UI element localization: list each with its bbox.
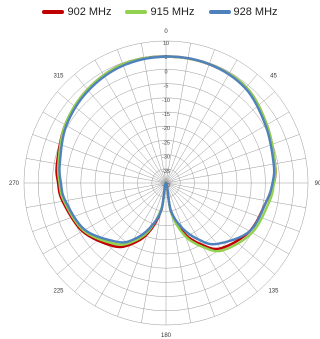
radial-tick-label: 5	[164, 55, 167, 61]
grid-spoke	[165, 182, 275, 275]
grid-spoke	[117, 182, 167, 317]
polar-grid	[23, 40, 309, 326]
grid-spoke	[26, 182, 167, 208]
radial-tick-label: 10	[163, 41, 169, 47]
legend-swatch	[125, 10, 148, 14]
grid-spoke	[165, 182, 306, 208]
grid-spoke	[42, 182, 167, 255]
grid-spoke	[165, 49, 215, 184]
radial-tick-label: -15	[162, 112, 170, 118]
grid-spoke	[57, 182, 167, 275]
radial-tick-label: -35	[162, 169, 170, 175]
grid-spoke	[165, 111, 290, 184]
radial-tick-label: 0	[164, 69, 167, 75]
grid-spoke	[26, 158, 167, 184]
grid-spoke	[32, 182, 167, 232]
legend-item: 915 MHz	[125, 6, 195, 18]
grid-spoke	[141, 43, 167, 184]
angle-tick-label: 270	[9, 181, 20, 187]
angle-tick-label: 135	[268, 288, 279, 294]
grid-spoke	[165, 43, 191, 184]
angle-tick-label: 180	[161, 333, 172, 339]
legend-swatch	[42, 10, 65, 14]
angle-tick-label: 0	[164, 29, 168, 35]
grid-spoke	[74, 74, 167, 184]
grid-spoke	[165, 74, 258, 184]
angle-tick-labels: 0 45 90 135 180 225 270 315	[9, 29, 320, 339]
grid-spoke	[165, 134, 300, 184]
radial-tick-label: -30	[162, 155, 170, 161]
chart-legend: 902 MHz 915 MHz 928 MHz	[0, 3, 320, 21]
grid-spoke	[165, 182, 300, 232]
grid-spoke	[165, 158, 306, 184]
grid-spoke	[165, 182, 215, 317]
grid-spoke	[165, 59, 238, 184]
series-line	[58, 55, 276, 246]
grid-spoke	[74, 182, 167, 292]
angle-tick-label: 225	[54, 288, 65, 294]
grid-spoke	[32, 134, 167, 184]
grid-spoke	[165, 182, 290, 255]
radial-tick-label: -25	[162, 140, 170, 146]
grid-spoke	[165, 182, 258, 292]
legend-item: 928 MHz	[208, 6, 278, 18]
radial-tick-label: -5	[164, 84, 169, 90]
legend-label: 915 MHz	[150, 6, 195, 18]
angle-tick-label: 45	[270, 74, 277, 80]
radial-tick-label: -10	[162, 98, 170, 104]
legend-swatch	[208, 10, 231, 14]
radial-tick-label: -20	[162, 126, 170, 132]
angle-tick-label: 315	[54, 74, 65, 80]
series-lines	[55, 55, 277, 253]
angle-tick-label: 90	[315, 181, 320, 187]
grid-spoke	[42, 111, 167, 184]
legend-label: 928 MHz	[233, 6, 278, 18]
legend-item: 902 MHz	[42, 6, 111, 18]
grid-spoke	[94, 59, 167, 184]
grid-spoke	[57, 91, 167, 184]
legend-label: 902 MHz	[67, 6, 112, 18]
grid-spoke	[117, 49, 167, 184]
